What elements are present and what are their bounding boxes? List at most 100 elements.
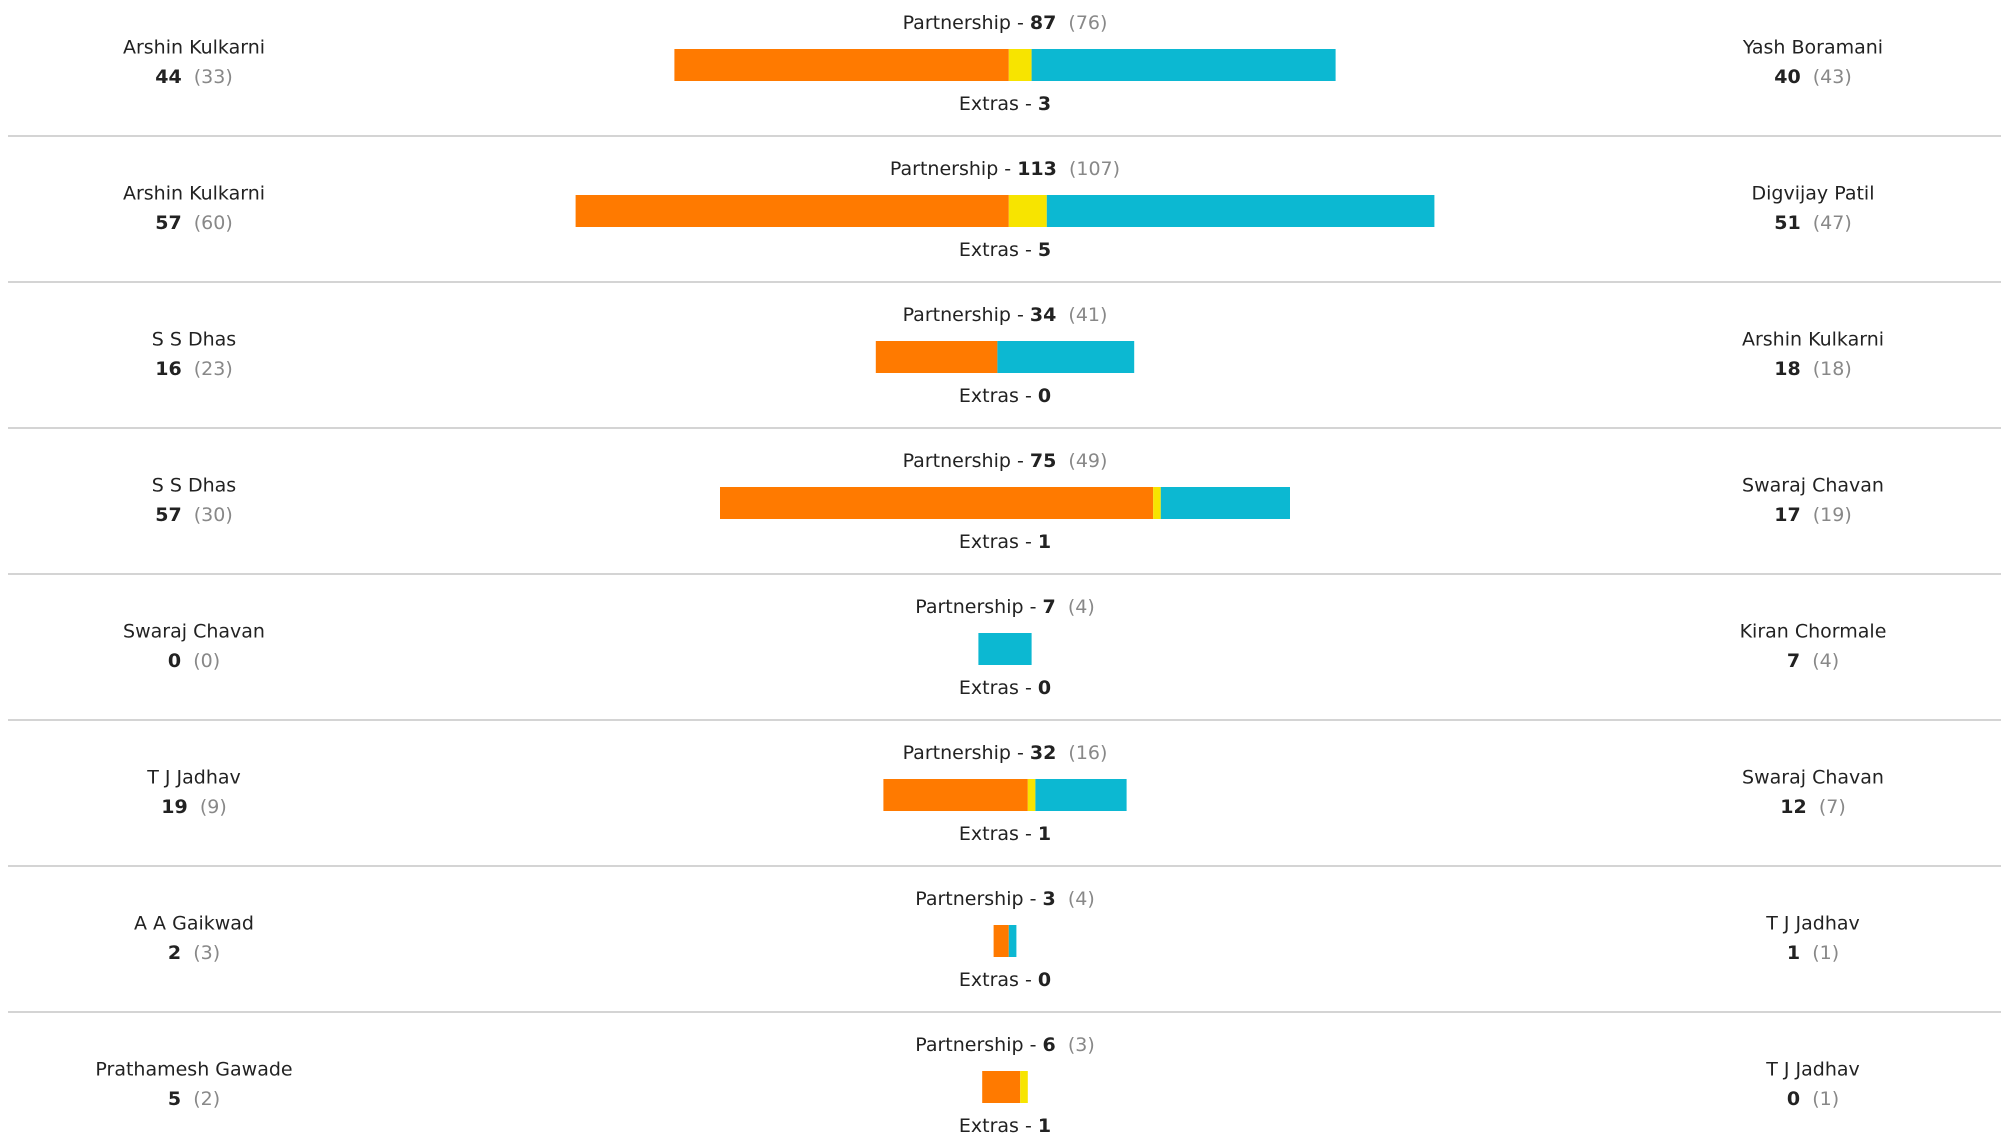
- right-score: 1 (1): [1787, 942, 1839, 964]
- left-score: 57 (60): [155, 212, 233, 234]
- left-batter: T J Jadhav: [146, 767, 241, 789]
- right-score: 12 (7): [1780, 796, 1845, 818]
- bar-segment: [883, 779, 1028, 811]
- balls: (3): [193, 942, 220, 964]
- left-batter: S S Dhas: [152, 329, 236, 351]
- runs: 7: [1043, 596, 1056, 618]
- balls: (9): [200, 796, 227, 818]
- partnership: Partnership - 6 (3): [915, 1034, 1095, 1056]
- label: Partnership -: [903, 450, 1024, 472]
- runs: 12: [1780, 796, 1806, 818]
- label: Extras -: [959, 531, 1032, 553]
- right-score: 18 (18): [1774, 358, 1852, 380]
- runs: 1: [1787, 942, 1800, 964]
- bar-segment: [1027, 779, 1036, 811]
- bar-segment: [993, 925, 1009, 957]
- right-score: 40 (43): [1774, 66, 1852, 88]
- partnership: Partnership - 32 (16): [903, 742, 1108, 764]
- runs: 51: [1774, 212, 1800, 234]
- bar-segment: [875, 341, 998, 373]
- balls: (3): [1068, 1034, 1095, 1056]
- balls: (1): [1812, 942, 1839, 964]
- balls: (1): [1812, 1088, 1839, 1110]
- bar-segment: [674, 49, 1009, 81]
- balls: (76): [1068, 12, 1107, 34]
- runs: 0: [168, 650, 181, 672]
- runs: 0: [1038, 969, 1051, 991]
- label: Extras -: [959, 239, 1032, 261]
- balls: (107): [1069, 158, 1120, 180]
- left-score: 19 (9): [161, 796, 226, 818]
- left-score: 16 (23): [155, 358, 233, 380]
- runs: 57: [155, 212, 181, 234]
- runs: 87: [1030, 12, 1056, 34]
- left-score: 57 (30): [155, 504, 233, 526]
- runs: 3: [1038, 93, 1051, 115]
- runs: 17: [1774, 504, 1800, 526]
- left-score: 0 (0): [168, 650, 220, 672]
- bar-segment: [997, 341, 1135, 373]
- runs: 32: [1030, 742, 1056, 764]
- balls: (43): [1813, 66, 1852, 88]
- bar-segment: [982, 1071, 1021, 1103]
- extras: Extras - 0: [959, 969, 1051, 991]
- runs: 3: [1043, 888, 1056, 910]
- bar-segment: [1046, 195, 1435, 227]
- balls: (41): [1068, 304, 1107, 326]
- partnership: Partnership - 7 (4): [915, 596, 1095, 618]
- extras: Extras - 5: [959, 239, 1051, 261]
- runs: 2: [168, 942, 181, 964]
- label: Extras -: [959, 385, 1032, 407]
- right-score: 7 (4): [1787, 650, 1839, 672]
- runs: 1: [1038, 823, 1051, 845]
- extras: Extras - 1: [959, 823, 1051, 845]
- runs: 6: [1043, 1034, 1056, 1056]
- runs: 75: [1030, 450, 1056, 472]
- right-score: 0 (1): [1787, 1088, 1839, 1110]
- balls: (4): [1068, 888, 1095, 910]
- runs: 16: [155, 358, 181, 380]
- partnership: Partnership - 75 (49): [903, 450, 1108, 472]
- right-batter: T J Jadhav: [1765, 1059, 1860, 1081]
- runs: 19: [161, 796, 187, 818]
- bar-segment: [1160, 487, 1290, 519]
- right-batter: Yash Boramani: [1742, 37, 1883, 59]
- right-score: 17 (19): [1774, 504, 1852, 526]
- label: Partnership -: [903, 304, 1024, 326]
- left-batter: Swaraj Chavan: [123, 621, 265, 643]
- balls: (7): [1819, 796, 1846, 818]
- partnership: Partnership - 87 (76): [903, 12, 1108, 34]
- right-batter: Digvijay Patil: [1752, 183, 1875, 205]
- partnership: Partnership - 3 (4): [915, 888, 1095, 910]
- label: Extras -: [959, 93, 1032, 115]
- left-batter: S S Dhas: [152, 475, 236, 497]
- balls: (4): [1812, 650, 1839, 672]
- right-batter: Swaraj Chavan: [1742, 767, 1884, 789]
- right-batter: Arshin Kulkarni: [1742, 329, 1884, 351]
- bar-segment: [1031, 49, 1336, 81]
- balls: (33): [194, 66, 233, 88]
- bar-segment: [1008, 49, 1032, 81]
- bar-segment: [720, 487, 1154, 519]
- left-batter: Arshin Kulkarni: [123, 183, 265, 205]
- runs: 7: [1787, 650, 1800, 672]
- left-batter: Arshin Kulkarni: [123, 37, 265, 59]
- runs: 5: [1038, 239, 1051, 261]
- extras: Extras - 0: [959, 385, 1051, 407]
- balls: (16): [1068, 742, 1107, 764]
- runs: 44: [155, 66, 181, 88]
- balls: (18): [1813, 358, 1852, 380]
- bar-segment: [1008, 195, 1047, 227]
- bar-segment: [575, 195, 1009, 227]
- runs: 1: [1038, 531, 1051, 553]
- runs: 0: [1787, 1088, 1800, 1110]
- runs: 18: [1774, 358, 1800, 380]
- label: Partnership -: [903, 12, 1024, 34]
- bar-segment: [1153, 487, 1161, 519]
- runs: 34: [1030, 304, 1056, 326]
- balls: (2): [193, 1088, 220, 1110]
- extras: Extras - 1: [959, 531, 1051, 553]
- left-batter: A A Gaikwad: [134, 913, 254, 935]
- left-batter: Prathamesh Gawade: [95, 1059, 292, 1081]
